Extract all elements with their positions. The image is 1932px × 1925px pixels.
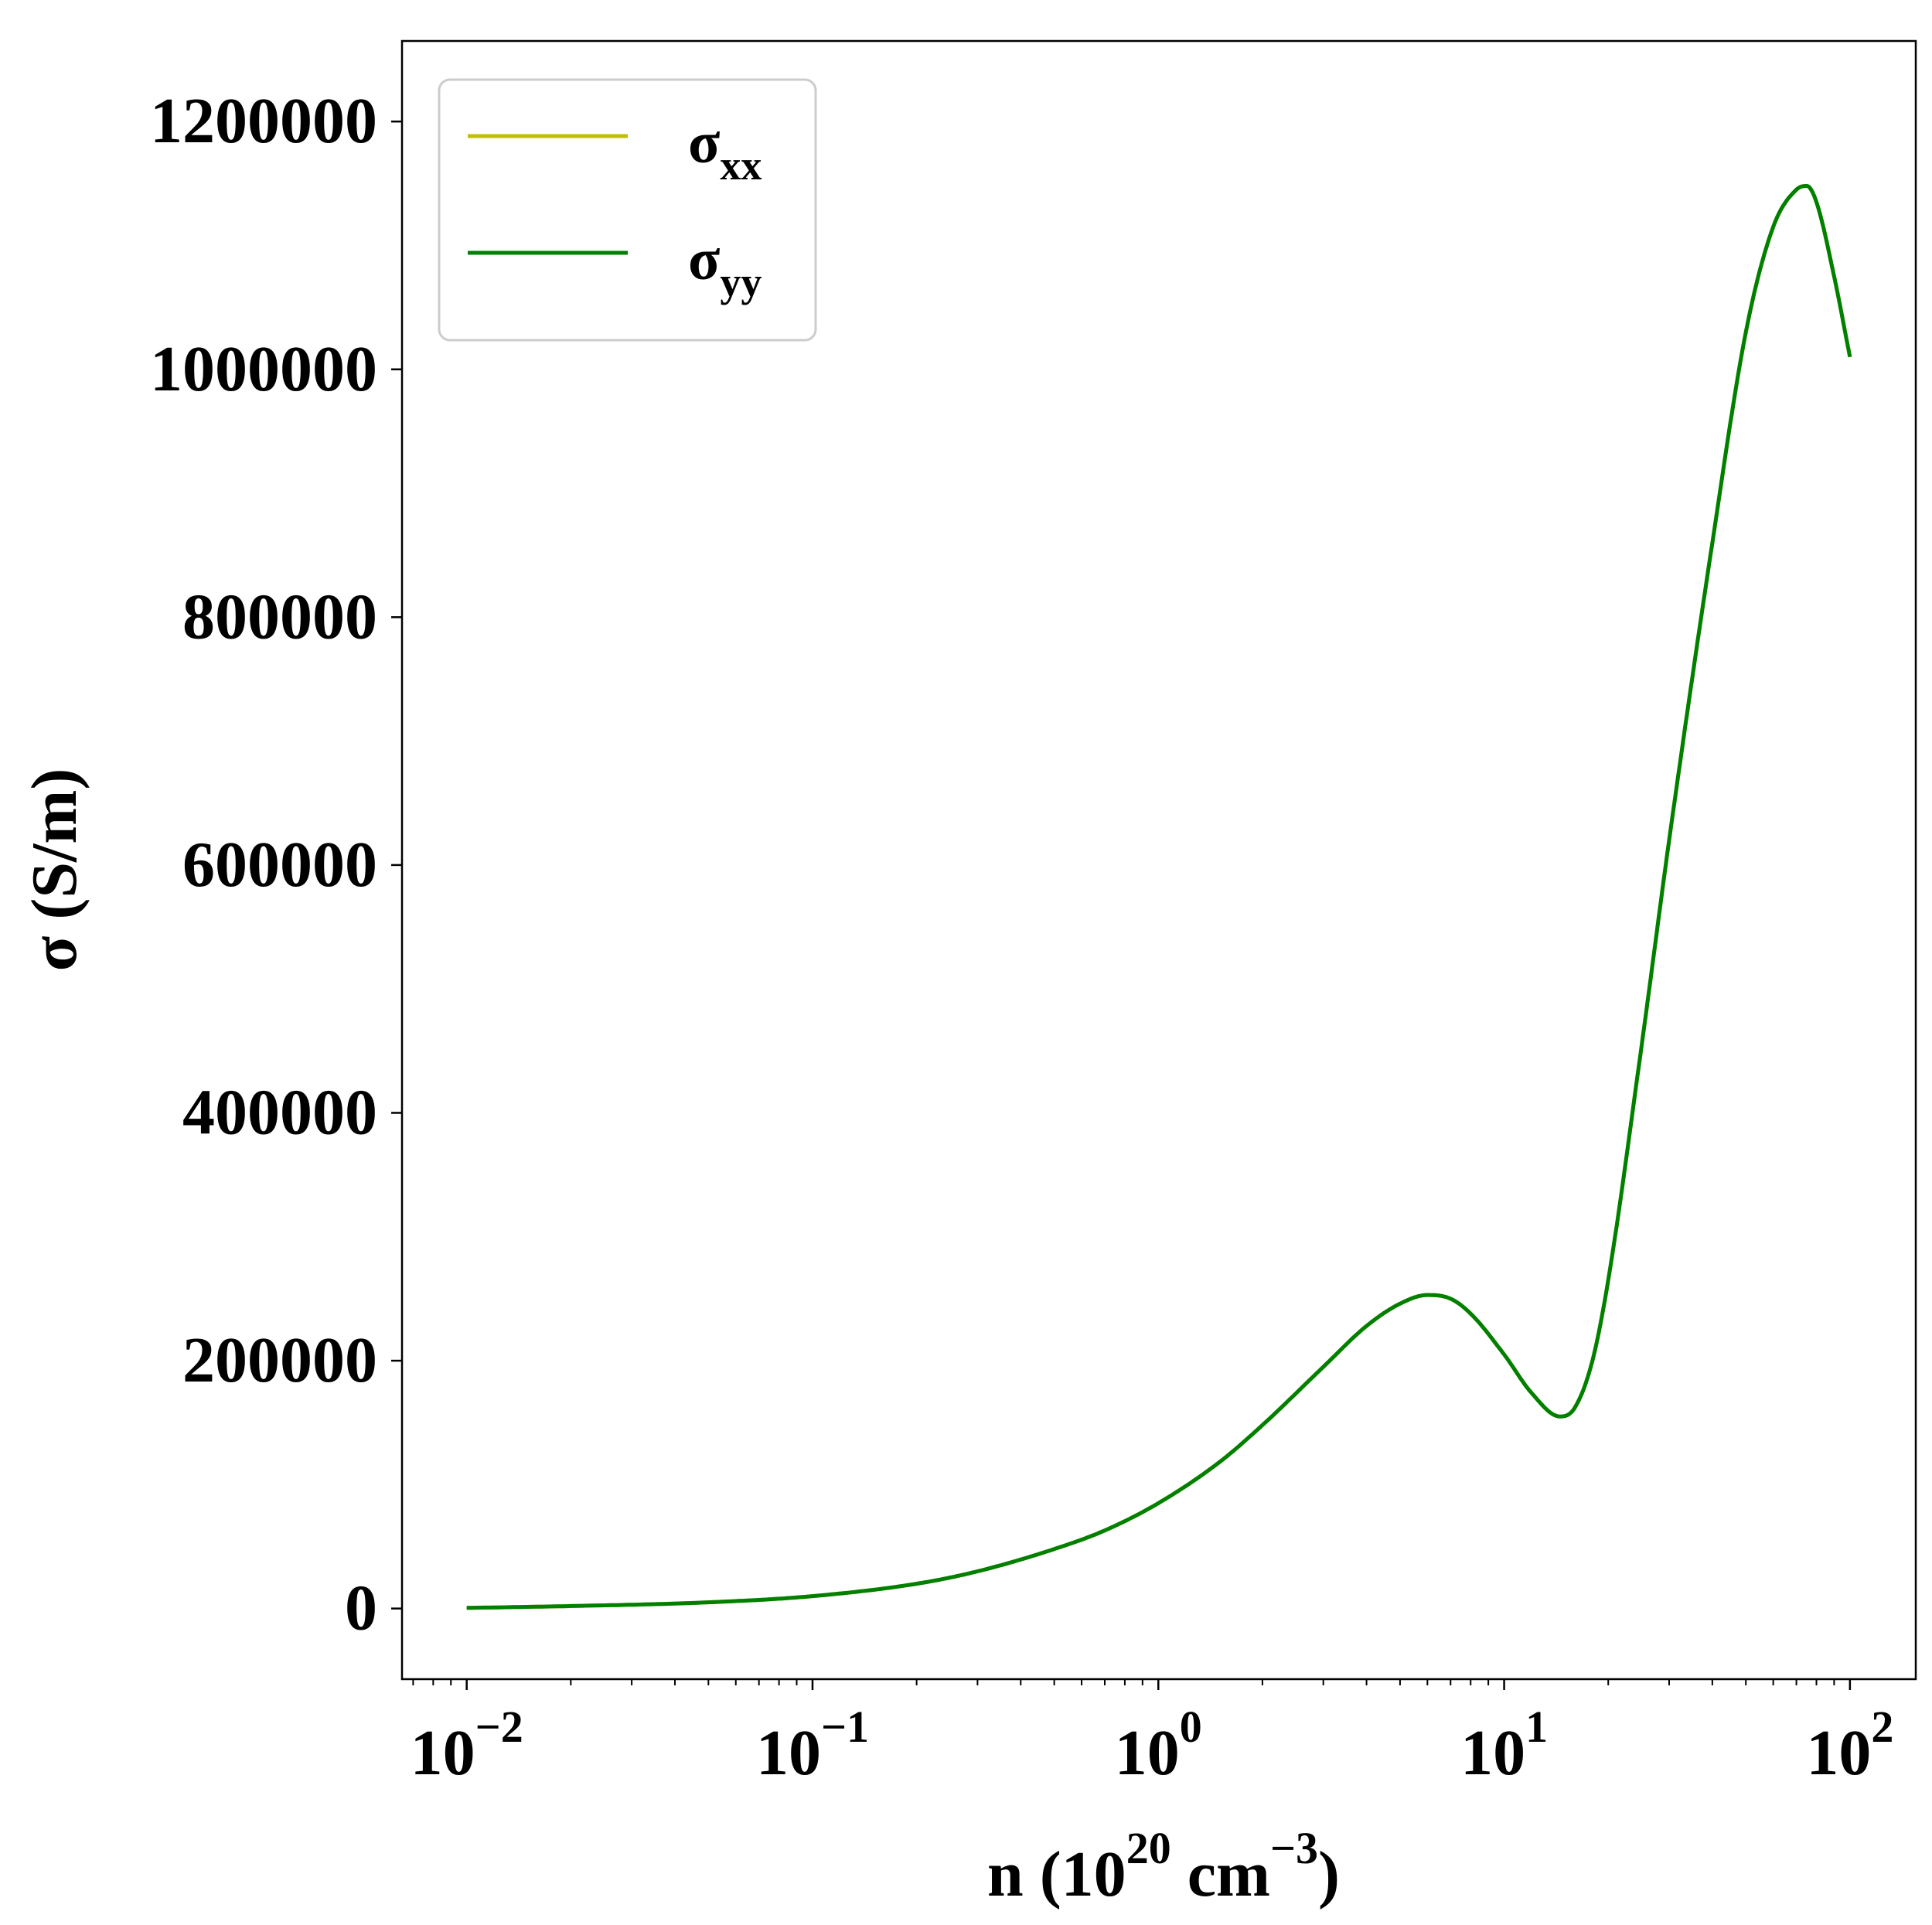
y-tick-label: 400000 — [182, 1076, 377, 1148]
x-axis-title-tail: ) — [1318, 1838, 1340, 1910]
y-tick-label: 1200000 — [150, 85, 377, 157]
legend-box — [438, 78, 817, 342]
series-layer — [466, 184, 1852, 1610]
x-tick-label: 102 — [1806, 1702, 1893, 1789]
y-tick-label: 0 — [345, 1572, 377, 1644]
x-tick-label: 10−2 — [411, 1702, 523, 1789]
x-axis-ticks: 10−2 10−1 100 101 102 — [411, 1679, 1893, 1789]
y-tick-label: 800000 — [182, 581, 377, 652]
legend: σxx σyy — [438, 78, 817, 342]
x-tick-label: 10−1 — [756, 1702, 869, 1789]
x-axis-title-base: n (10 — [987, 1838, 1126, 1910]
series-line-yy — [466, 184, 1852, 1610]
x-axis-minor-ticks — [412, 1679, 1835, 1685]
plot-frame — [400, 39, 1917, 1681]
x-tick-label: 101 — [1460, 1702, 1548, 1789]
y-axis-ticks: 0 200000 400000 600000 800000 1000000 1200000 — [150, 85, 402, 1644]
x-tick-label: 100 — [1115, 1702, 1202, 1789]
x-axis-title-mid: cm — [1171, 1838, 1270, 1910]
y-tick-label: 600000 — [182, 829, 377, 901]
x-axis-title: n (1020 cm−3) — [987, 1823, 1340, 1910]
y-tick-label: 200000 — [182, 1324, 377, 1396]
y-tick-label: 1000000 — [150, 333, 377, 405]
x-axis-title-exp2: −3 — [1270, 1823, 1318, 1873]
legend-sub-yy: yy — [720, 259, 762, 305]
x-axis-title-exp1: 20 — [1126, 1823, 1171, 1873]
y-axis-title: σ (S/m) — [19, 768, 90, 972]
legend-sub-xx: xx — [720, 142, 762, 189]
